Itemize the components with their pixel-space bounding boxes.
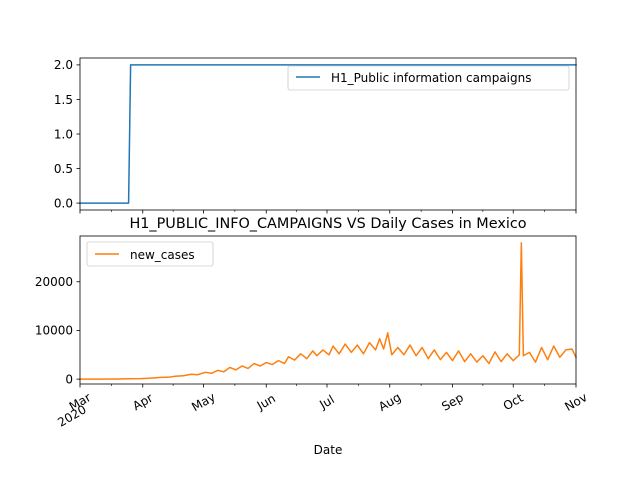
bottom-y-tick-label: 10000 — [35, 324, 73, 338]
top-y-tick-label: 1.5 — [54, 93, 73, 107]
bottom-x-axis-label: Date — [314, 443, 343, 457]
bottom-legend: new_cases — [86, 241, 214, 267]
top-y-ticks: 0.0 0.5 1.0 1.5 2.0 — [54, 58, 80, 210]
top-y-tick-label: 2.0 — [54, 58, 73, 72]
bottom-series-layer — [79, 242, 578, 380]
bottom-x-tick-label: Jul — [316, 392, 336, 412]
bottom-legend-box — [86, 241, 214, 267]
top-y-tick-label: 0.0 — [54, 196, 73, 210]
bottom-subplot: H1_PUBLIC_INFO_CAMPAIGNS VS Daily Cases … — [35, 216, 590, 457]
bottom-legend-label: new_cases — [130, 248, 195, 262]
bottom-series-line-1 — [79, 242, 578, 380]
top-legend-label: H1_Public information campaigns — [331, 71, 531, 85]
bottom-y-tick-label: 20000 — [35, 275, 73, 289]
top-legend-box — [287, 65, 570, 91]
bottom-y-tick-label: 0 — [65, 372, 73, 386]
top-y-tick-label: 1.0 — [54, 127, 73, 141]
bottom-axes-frame — [79, 235, 577, 385]
bottom-chart-title: H1_PUBLIC_INFO_CAMPAIGNS VS Daily Cases … — [129, 216, 526, 232]
bottom-y-ticks: 0 10000 20000 — [35, 275, 80, 386]
top-legend: H1_Public information campaigns — [287, 65, 570, 91]
top-y-tick-label: 0.5 — [54, 162, 73, 176]
top-x-ticks — [79, 210, 577, 214]
top-series-line-1 — [79, 64, 577, 204]
top-series-layer — [79, 64, 577, 204]
top-subplot: 0.0 0.5 1.0 1.5 2.0 H1_Public information ca… — [54, 57, 577, 214]
